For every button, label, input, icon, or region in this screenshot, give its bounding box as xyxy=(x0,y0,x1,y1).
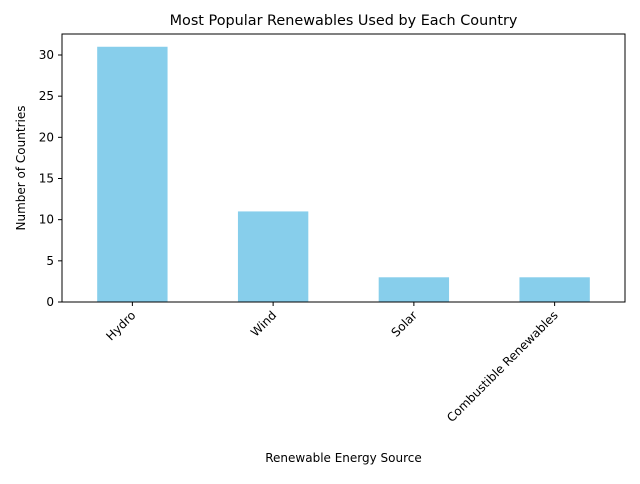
x-tick-label-solar: Solar xyxy=(388,308,420,340)
bar-solar xyxy=(378,277,450,302)
x-axis: Hydro Wind Solar Combustible Renewables xyxy=(103,302,561,425)
y-tick-label: 30 xyxy=(39,48,54,62)
y-tick-label: 15 xyxy=(39,171,54,185)
chart-title: Most Popular Renewables Used by Each Cou… xyxy=(170,13,518,29)
x-tick-label-combustible-renewables: Combustible Renewables xyxy=(444,308,561,425)
y-tick-label: 20 xyxy=(39,130,54,144)
bar-wind xyxy=(237,211,309,302)
bars-layer xyxy=(97,46,590,303)
x-tick-label-hydro: Hydro xyxy=(103,308,138,343)
y-tick-label: 10 xyxy=(39,213,54,227)
y-tick-label: 5 xyxy=(46,254,54,268)
y-axis-label: Number of Countries xyxy=(14,106,28,231)
plot-frame xyxy=(61,33,626,303)
x-axis-label: Renewable Energy Source xyxy=(265,451,422,465)
x-tick-label-wind: Wind xyxy=(248,308,279,339)
y-tick-label: 25 xyxy=(39,89,54,103)
y-tick-label: 0 xyxy=(46,295,54,309)
bar-hydro xyxy=(97,46,168,303)
bar-combustible-renewables xyxy=(519,277,590,302)
y-axis: 0 5 10 15 20 25 30 xyxy=(39,48,62,309)
